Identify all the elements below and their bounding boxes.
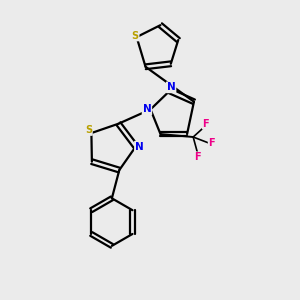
Text: N: N: [135, 142, 144, 152]
Text: F: F: [208, 138, 215, 148]
Text: S: S: [85, 125, 92, 135]
Text: F: F: [202, 119, 209, 129]
Text: F: F: [194, 152, 201, 162]
Text: N: N: [167, 82, 176, 92]
Text: N: N: [142, 104, 151, 114]
Text: S: S: [132, 31, 139, 40]
